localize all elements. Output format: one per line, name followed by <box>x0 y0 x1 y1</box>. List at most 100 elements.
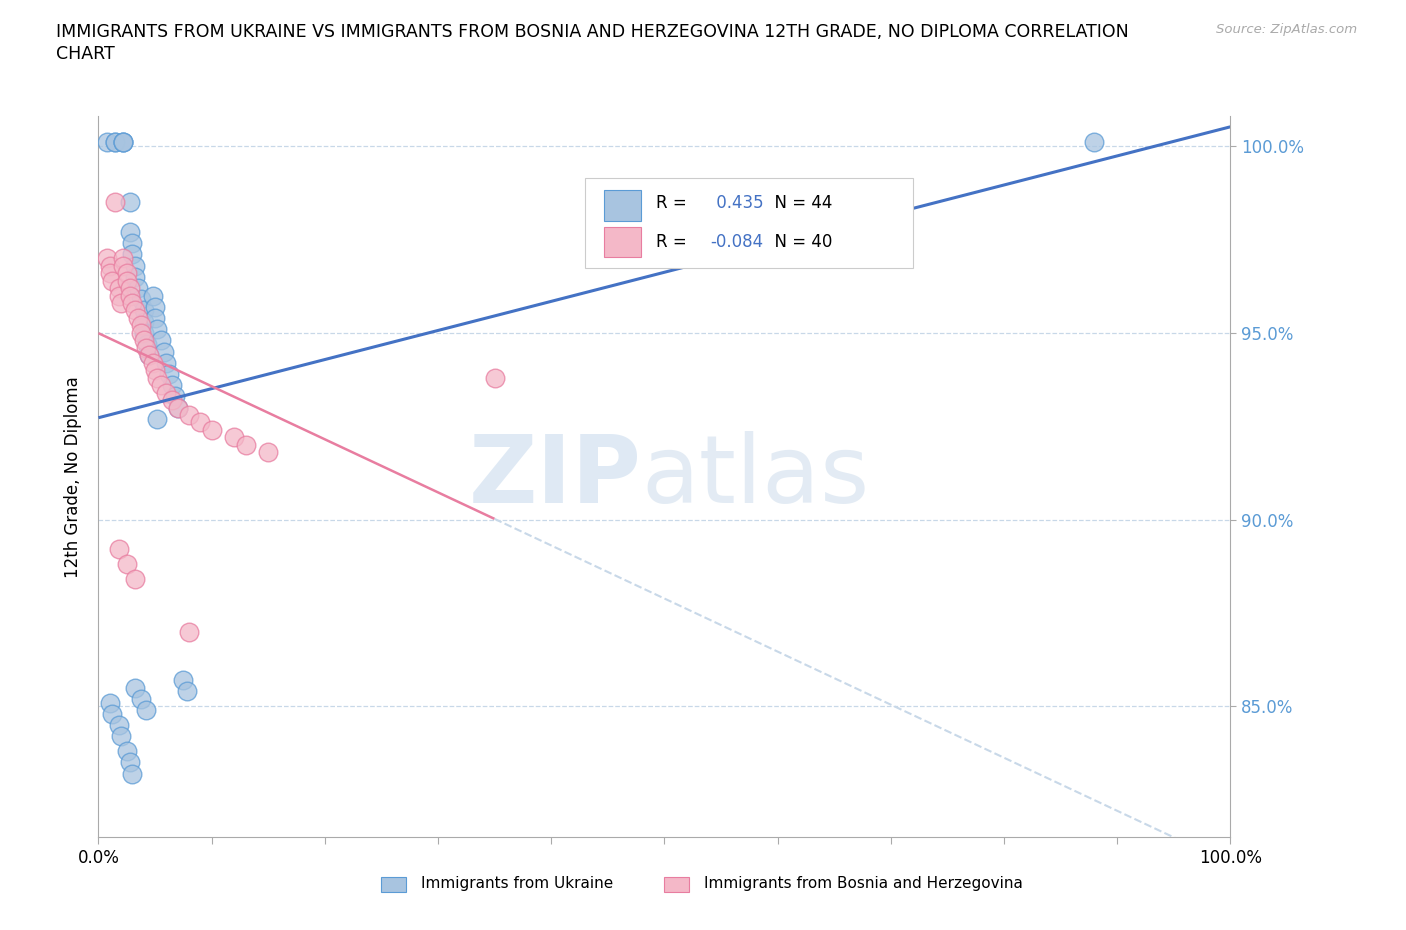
Point <box>124 572 146 587</box>
Point <box>131 292 153 307</box>
Point <box>120 755 142 770</box>
Point <box>110 729 132 744</box>
Point <box>172 672 194 687</box>
Point <box>115 557 138 572</box>
Point <box>142 355 165 370</box>
Point <box>104 194 127 209</box>
Point <box>127 281 149 296</box>
Point <box>98 266 121 281</box>
Point <box>101 706 124 721</box>
Point <box>138 348 160 363</box>
Text: N = 44: N = 44 <box>763 194 832 212</box>
Point <box>155 355 177 370</box>
Point <box>107 281 129 296</box>
Text: -0.084: -0.084 <box>711 233 763 251</box>
Text: 0.435: 0.435 <box>711 194 763 212</box>
Point <box>157 366 180 381</box>
Point <box>165 389 187 404</box>
Point <box>142 288 165 303</box>
Point <box>112 259 135 273</box>
Point <box>484 370 506 385</box>
FancyBboxPatch shape <box>605 227 641 257</box>
Point <box>132 333 155 348</box>
Text: Immigrants from Bosnia and Herzegovina: Immigrants from Bosnia and Herzegovina <box>704 876 1022 891</box>
Point <box>107 718 129 733</box>
FancyBboxPatch shape <box>381 877 406 893</box>
Point <box>149 333 172 348</box>
Point <box>131 691 153 706</box>
Point <box>112 251 135 266</box>
Point <box>121 247 143 262</box>
Point <box>257 445 280 459</box>
Point <box>177 624 200 639</box>
Point <box>146 411 169 426</box>
Point <box>176 684 198 698</box>
Point <box>124 680 146 695</box>
Point <box>127 311 149 325</box>
Point <box>121 236 143 251</box>
Point <box>124 259 146 273</box>
Point <box>104 135 127 150</box>
Point <box>120 194 142 209</box>
Point <box>131 318 153 333</box>
Point <box>132 314 155 329</box>
Point <box>124 303 146 318</box>
Point <box>160 392 183 407</box>
Point <box>98 259 121 273</box>
Point <box>149 378 172 392</box>
Point <box>143 311 166 325</box>
Text: atlas: atlas <box>641 431 870 523</box>
Point <box>188 415 211 430</box>
Point <box>1083 135 1105 150</box>
Point <box>143 299 166 314</box>
Point <box>104 135 127 150</box>
Point <box>115 744 138 759</box>
FancyBboxPatch shape <box>605 191 641 220</box>
Point <box>96 135 118 150</box>
Point <box>155 385 177 400</box>
Point <box>135 340 157 355</box>
Point <box>121 766 143 781</box>
FancyBboxPatch shape <box>665 877 689 893</box>
Point <box>153 344 176 359</box>
Point <box>112 135 135 150</box>
Text: Immigrants from Ukraine: Immigrants from Ukraine <box>420 876 613 891</box>
Point <box>132 326 155 340</box>
FancyBboxPatch shape <box>585 178 914 268</box>
Point <box>115 273 138 288</box>
Text: N = 40: N = 40 <box>763 233 832 251</box>
Point <box>120 288 142 303</box>
Point <box>96 251 118 266</box>
Text: Source: ZipAtlas.com: Source: ZipAtlas.com <box>1216 23 1357 36</box>
Point <box>146 322 169 337</box>
Point <box>146 370 169 385</box>
Point <box>121 296 143 311</box>
Point <box>235 437 257 452</box>
Point <box>115 266 138 281</box>
Point <box>110 296 132 311</box>
Point <box>107 288 129 303</box>
Point <box>138 348 160 363</box>
Point <box>136 337 159 352</box>
Point <box>107 542 129 557</box>
Text: CHART: CHART <box>56 45 115 62</box>
Point <box>224 430 246 445</box>
Point <box>135 702 157 717</box>
Point <box>160 378 183 392</box>
Point <box>201 422 224 437</box>
Point <box>177 407 200 422</box>
Point <box>143 363 166 378</box>
Point <box>112 135 135 150</box>
Text: R =: R = <box>657 194 692 212</box>
Point <box>101 273 124 288</box>
Point <box>124 270 146 285</box>
Point <box>98 695 121 710</box>
Point <box>131 326 153 340</box>
Point <box>166 400 188 415</box>
Point <box>120 281 142 296</box>
Y-axis label: 12th Grade, No Diploma: 12th Grade, No Diploma <box>65 376 83 578</box>
Text: ZIP: ZIP <box>468 431 641 523</box>
Point <box>120 224 142 239</box>
Text: IMMIGRANTS FROM UKRAINE VS IMMIGRANTS FROM BOSNIA AND HERZEGOVINA 12TH GRADE, NO: IMMIGRANTS FROM UKRAINE VS IMMIGRANTS FR… <box>56 23 1129 41</box>
Point <box>112 135 135 150</box>
